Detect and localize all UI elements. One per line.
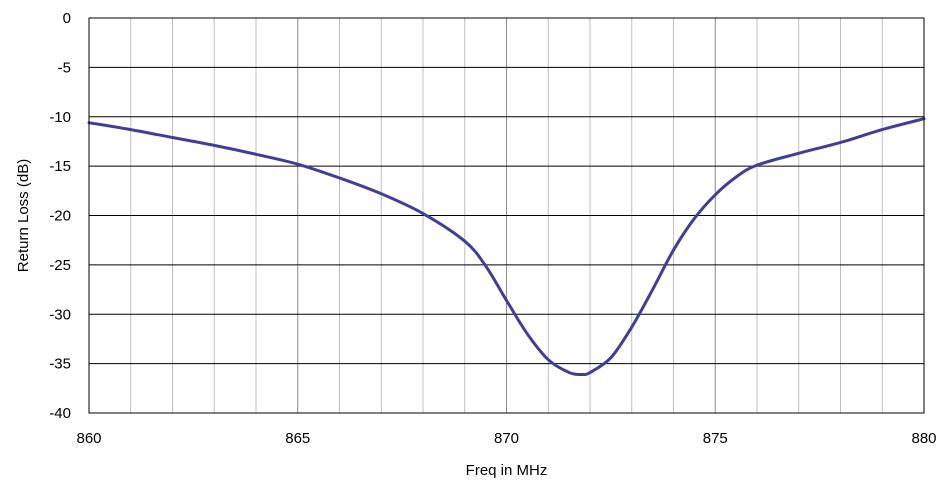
y-tick-label: -35 xyxy=(49,356,71,373)
y-axis-title: Return Loss (dB) xyxy=(15,159,32,272)
plot-frame xyxy=(88,17,925,414)
y-tick-label: -25 xyxy=(49,257,71,274)
y-tick-label: -5 xyxy=(58,59,71,76)
y-axis-tick-labels: 0 -5 -10 -15 -20 -25 -30 -35 -40 xyxy=(49,10,71,422)
x-tick-label: 870 xyxy=(494,430,519,447)
y-tick-label: -15 xyxy=(49,158,71,175)
y-tick-label: -30 xyxy=(49,306,71,323)
x-tick-label: 860 xyxy=(76,430,101,447)
x-tick-label: 875 xyxy=(703,430,728,447)
y-tick-label: -10 xyxy=(49,109,71,126)
x-axis-tick-labels: 860 865 870 875 880 xyxy=(76,430,936,447)
y-tick-label: -40 xyxy=(49,405,71,422)
x-tick-label: 865 xyxy=(285,430,310,447)
grid-layer xyxy=(89,18,924,413)
y-tick-label: 0 xyxy=(63,10,71,27)
x-axis-title: Freq in MHz xyxy=(466,462,548,479)
series-line-0 xyxy=(87,117,926,377)
series-layer xyxy=(87,117,926,377)
x-tick-label: 880 xyxy=(911,430,936,447)
y-tick-label: -20 xyxy=(49,208,71,225)
